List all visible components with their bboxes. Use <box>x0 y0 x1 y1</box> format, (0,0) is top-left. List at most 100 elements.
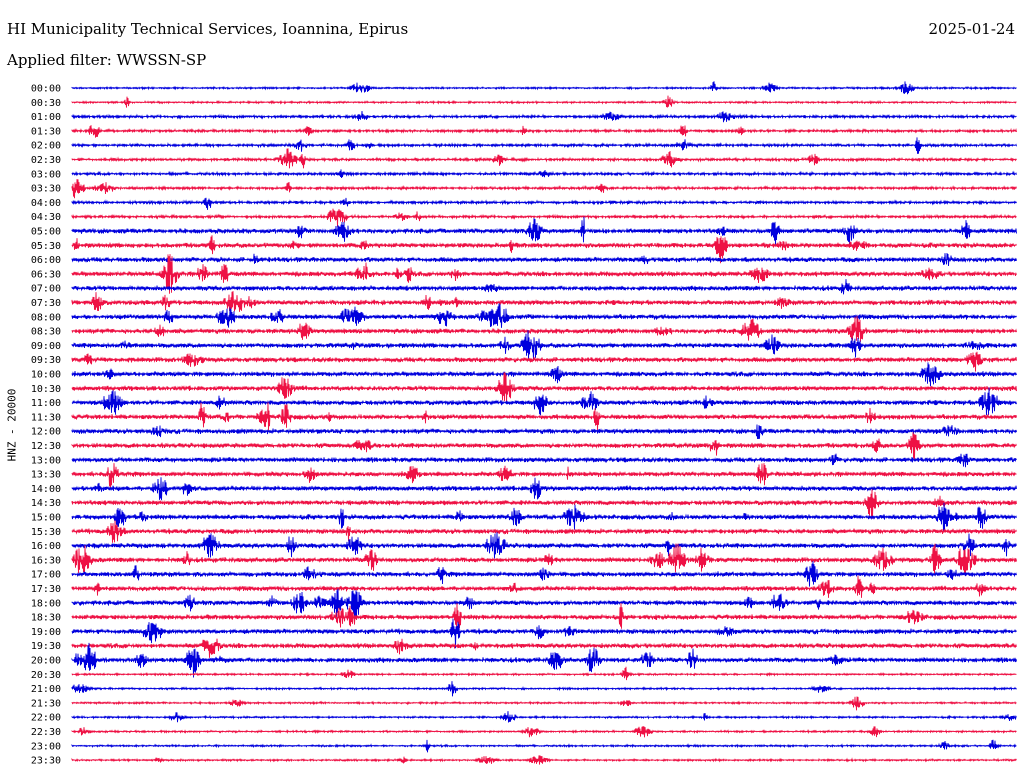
row-time-label: 20:30 <box>31 670 61 681</box>
trace-line <box>71 532 1017 559</box>
row-time-label: 00:00 <box>31 84 61 95</box>
row-time-label: 07:00 <box>31 284 61 295</box>
trace-line <box>71 179 1017 199</box>
trace-line <box>71 402 1017 431</box>
trace-line <box>71 362 1017 387</box>
trace-line <box>71 696 1017 711</box>
row-time-label: 06:00 <box>31 255 61 266</box>
row-time-label: 02:30 <box>31 155 61 166</box>
trace-line <box>71 291 1017 312</box>
trace-line <box>71 372 1017 404</box>
row-time-label: 17:00 <box>31 570 61 581</box>
row-time-label: 12:00 <box>31 427 61 438</box>
row-time-label: 05:00 <box>31 227 61 238</box>
row-time-label: 03:00 <box>31 169 61 180</box>
row-time-label: 16:00 <box>31 541 61 552</box>
trace-line <box>71 252 1017 267</box>
row-time-label: 18:30 <box>31 613 61 624</box>
trace-line <box>71 453 1017 468</box>
row-time-label: 21:30 <box>31 698 61 709</box>
trace-line <box>71 638 1017 658</box>
record-date: 2025-01-24 <box>928 20 1015 38</box>
trace-line <box>71 489 1017 519</box>
row-time-label: 23:30 <box>31 756 61 767</box>
trace-line <box>71 575 1017 598</box>
trace-line <box>71 711 1017 723</box>
row-time-label: 22:30 <box>31 727 61 738</box>
trace-line <box>71 561 1017 587</box>
row-time-label: 11:00 <box>31 398 61 409</box>
row-time-label: 00:30 <box>31 98 61 109</box>
trace-line <box>71 502 1017 533</box>
row-time-label: 05:30 <box>31 241 61 252</box>
trace-line <box>71 254 1017 294</box>
row-time-label: 10:30 <box>31 384 61 395</box>
trace-line <box>71 387 1017 416</box>
trace-line <box>71 125 1017 138</box>
trace-line <box>71 303 1017 328</box>
row-time-label: 14:30 <box>31 498 61 509</box>
row-time-label: 14:00 <box>31 484 61 495</box>
station-title: HI Municipality Technical Services, Ioan… <box>7 20 409 38</box>
row-time-label: 19:00 <box>31 627 61 638</box>
row-time-label: 04:30 <box>31 212 61 223</box>
trace-line <box>71 279 1017 295</box>
trace-line <box>71 739 1017 753</box>
trace-line <box>71 432 1017 461</box>
row-time-label: 10:00 <box>31 370 61 381</box>
row-time-label: 06:30 <box>31 269 61 280</box>
row-time-label: 11:30 <box>31 412 61 423</box>
row-time-label: 12:30 <box>31 441 61 452</box>
row-time-label: 15:00 <box>31 513 61 524</box>
row-time-label: 18:00 <box>31 598 61 609</box>
trace-line <box>71 81 1017 95</box>
filter-label: Applied filter: WWSSN-SP <box>7 51 207 69</box>
trace-line <box>71 463 1017 488</box>
row-time-label: 09:30 <box>31 355 61 366</box>
trace-line <box>71 618 1017 649</box>
row-time-label: 23:00 <box>31 741 61 752</box>
row-time-label: 21:00 <box>31 684 61 695</box>
trace-line <box>71 137 1017 154</box>
row-time-label: 15:30 <box>31 527 61 538</box>
trace-line <box>71 543 1017 575</box>
row-time-label: 01:30 <box>31 126 61 137</box>
trace-line <box>71 351 1017 372</box>
trace-line <box>71 520 1017 543</box>
row-time-label: 19:30 <box>31 641 61 652</box>
trace-line <box>71 315 1017 342</box>
row-time-label: 01:00 <box>31 112 61 123</box>
row-time-label: 09:00 <box>31 341 61 352</box>
row-time-label: 08:30 <box>31 327 61 338</box>
trace-line <box>71 235 1017 264</box>
trace-line <box>71 588 1017 619</box>
trace-line <box>71 666 1017 681</box>
trace-line <box>71 603 1017 633</box>
trace-line <box>71 681 1017 697</box>
row-time-label: 13:00 <box>31 455 61 466</box>
row-time-label: 13:30 <box>31 470 61 481</box>
trace-line <box>71 208 1017 227</box>
trace-line <box>71 330 1017 361</box>
trace-line <box>71 726 1017 738</box>
trace-line <box>71 755 1017 765</box>
trace-line <box>71 642 1017 678</box>
trace-line <box>71 477 1017 501</box>
row-time-label: 03:30 <box>31 184 61 195</box>
row-time-label: 07:30 <box>31 298 61 309</box>
row-time-label: 20:00 <box>31 656 61 667</box>
row-time-label: 17:30 <box>31 584 61 595</box>
trace-line <box>71 197 1017 210</box>
row-time-label: 08:00 <box>31 312 61 323</box>
trace-line <box>71 424 1017 440</box>
trace-line <box>71 216 1017 246</box>
row-time-label: 04:00 <box>31 198 61 209</box>
trace-line <box>71 148 1017 169</box>
row-time-label: 22:00 <box>31 713 61 724</box>
trace-line <box>71 169 1017 179</box>
row-time-label: 02:00 <box>31 141 61 152</box>
row-time-label: 16:30 <box>31 555 61 566</box>
trace-line <box>71 95 1017 108</box>
trace-line <box>71 110 1017 123</box>
